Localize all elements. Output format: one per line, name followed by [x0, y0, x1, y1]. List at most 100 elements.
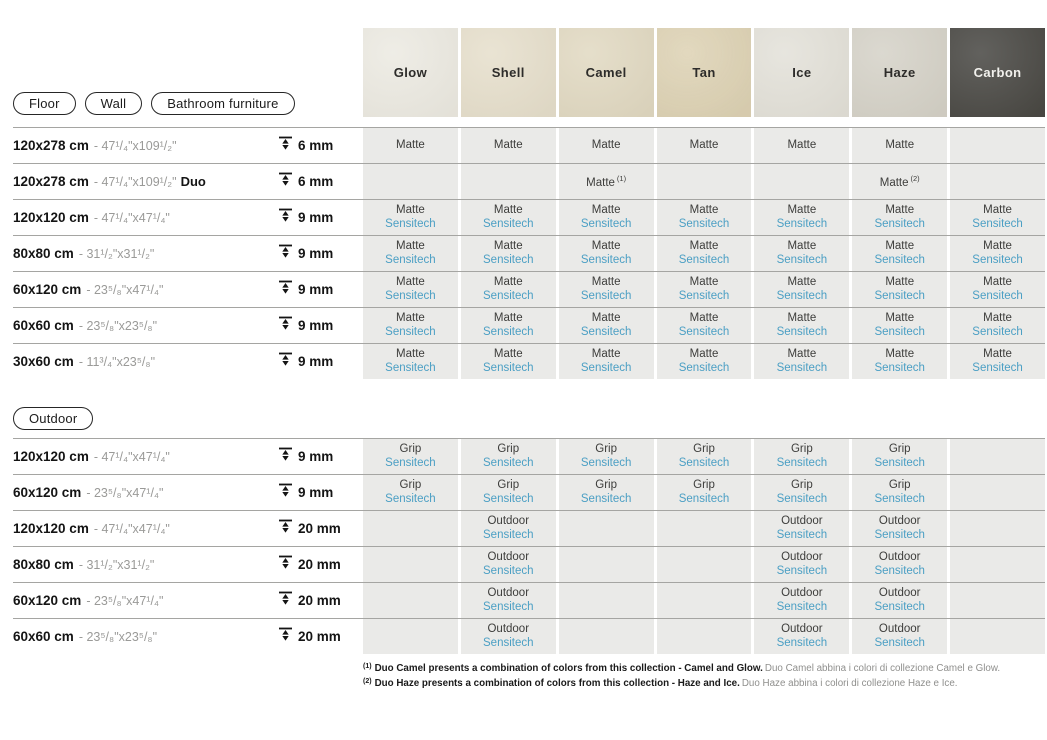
- sensitech-label: Sensitech: [678, 253, 730, 266]
- sensitech-label: Sensitech: [874, 528, 925, 541]
- sensitech-label: Sensitech: [385, 492, 436, 505]
- finish-name: Matte: [493, 204, 523, 216]
- finish-name: Matte: [689, 240, 719, 252]
- spec-cell-camel: Matte Sensitech: [558, 344, 654, 379]
- spec-cell-carbon: Matte Sensitech: [950, 200, 1045, 235]
- spec-cell-camel: [558, 511, 654, 546]
- spec-cell-tan: [656, 164, 752, 199]
- filter-outdoor-button[interactable]: Outdoor: [13, 407, 94, 430]
- thickness-caliper-icon: [278, 627, 293, 646]
- sensitech-label: Sensitech: [385, 361, 436, 374]
- size-label: 60x60 cm - 23⁵/₈"x23⁵/₈" 20 mm: [13, 619, 360, 654]
- spec-cell-camel: Grip Sensitech: [558, 475, 654, 510]
- thickness: 9 mm: [278, 475, 333, 510]
- spec-cell-camel: Matte: [558, 128, 654, 163]
- size-value: 80x80 cm: [13, 246, 74, 261]
- size-row: 120x278 cm - 47¹/₄"x109¹/₂" Duo 6 mm Matte (1…: [13, 163, 1045, 199]
- page: { "ui": { "accent_blue": "#4b9fc4", "cel…: [0, 28, 1047, 740]
- finish-name: Outdoor: [487, 623, 530, 635]
- sensitech-label: Sensitech: [874, 456, 925, 469]
- sensitech-label: Sensitech: [776, 289, 828, 302]
- spec-cell-ice: Matte Sensitech: [754, 308, 850, 343]
- finish-name: Outdoor: [781, 587, 823, 599]
- finish-name: Matte: [689, 348, 719, 360]
- finish-name: Matte: [396, 138, 425, 151]
- filter-bathroom-furniture-button[interactable]: Bathroom furniture: [151, 92, 295, 115]
- spec-cell-carbon: Matte Sensitech: [950, 344, 1045, 379]
- sensitech-label: Sensitech: [776, 253, 828, 266]
- thickness-caliper-icon: [278, 208, 293, 227]
- spec-cell-tan: [656, 619, 752, 654]
- filter-pill-group: Floor Wall Bathroom furniture: [13, 92, 295, 115]
- thickness-caliper-icon: [278, 519, 293, 538]
- size-inches: - 23⁵/₈"x47¹/₄": [86, 593, 164, 608]
- spec-cell-carbon: [950, 475, 1045, 510]
- spec-cell-haze: Matte (2): [852, 164, 948, 199]
- size-row: 80x80 cm - 31¹/₂"x31¹/₂" 9 mm Matte Sensitec…: [13, 235, 1045, 271]
- spec-cell-ice: Matte Sensitech: [754, 344, 850, 379]
- spec-cell-camel: Matte Sensitech: [558, 308, 654, 343]
- spec-cell-shell: Matte Sensitech: [460, 344, 556, 379]
- spec-cell-carbon: [950, 547, 1045, 582]
- color-swatch-carbon: Carbon: [950, 28, 1045, 117]
- size-value: 60x120 cm: [13, 593, 82, 608]
- thickness: 20 mm: [278, 547, 341, 582]
- thickness-caliper-icon: [278, 136, 293, 155]
- spec-cell-tan: [656, 583, 752, 618]
- thickness: 9 mm: [278, 272, 333, 307]
- size-label: 60x120 cm - 23⁵/₈"x47¹/₄" 9 mm: [13, 475, 360, 510]
- spec-cell-glow: Matte Sensitech: [363, 344, 458, 379]
- sensitech-label: Sensitech: [776, 217, 828, 230]
- finish-name: Matte (1): [586, 174, 627, 190]
- filter-floor-button[interactable]: Floor: [13, 92, 76, 115]
- spec-cell-shell: Outdoor Sensitech: [460, 511, 556, 546]
- spec-cell-tan: [656, 547, 752, 582]
- finish-name: Grip: [888, 443, 911, 455]
- size-value: 80x80 cm: [13, 557, 74, 572]
- size-value: 120x120 cm: [13, 449, 89, 464]
- spec-cell-tan: Grip Sensitech: [656, 475, 752, 510]
- finish-name: Matte: [591, 204, 621, 216]
- size-row: 60x120 cm - 23⁵/₈"x47¹/₄" 9 mm Matte Sensite…: [13, 271, 1045, 307]
- spec-cell-glow: [363, 619, 458, 654]
- spec-cell-glow: [363, 583, 458, 618]
- sensitech-label: Sensitech: [483, 528, 534, 541]
- finish-name: Matte: [396, 348, 425, 360]
- finish-name: Matte: [396, 240, 425, 252]
- sensitech-label: Sensitech: [483, 600, 534, 613]
- spec-cell-haze: Outdoor Sensitech: [852, 547, 948, 582]
- thickness-caliper-icon: [278, 447, 293, 466]
- sensitech-label: Sensitech: [776, 456, 828, 469]
- spec-cell-glow: Matte Sensitech: [363, 308, 458, 343]
- finish-name: Matte: [493, 312, 523, 324]
- finish-name: Outdoor: [878, 515, 921, 527]
- finish-name: Matte: [983, 312, 1012, 324]
- spec-cell-ice: Outdoor Sensitech: [754, 511, 850, 546]
- sensitech-label: Sensitech: [678, 361, 730, 374]
- color-swatch-ice: Ice: [754, 28, 850, 117]
- footnotes: (1) Duo Camel presents a combination of c…: [363, 662, 1045, 691]
- sensitech-label: Sensitech: [972, 361, 1023, 374]
- finish-name: Matte: [787, 204, 817, 216]
- size-row: 60x60 cm - 23⁵/₈"x23⁵/₈" 20 mm Outdoor Sensi…: [13, 618, 1045, 654]
- sensitech-label: Sensitech: [385, 253, 436, 266]
- finish-name: Matte: [591, 348, 621, 360]
- sensitech-label: Sensitech: [972, 325, 1023, 338]
- sensitech-label: Sensitech: [483, 361, 534, 374]
- spec-cell-camel: [558, 583, 654, 618]
- spec-cell-tan: Matte Sensitech: [656, 272, 752, 307]
- spec-cell-glow: Matte: [363, 128, 458, 163]
- finish-name: Matte: [591, 138, 621, 151]
- sensitech-label: Sensitech: [385, 325, 436, 338]
- sensitech-label: Sensitech: [776, 492, 828, 505]
- spec-cell-camel: Matte Sensitech: [558, 236, 654, 271]
- size-row: 60x120 cm - 23⁵/₈"x47¹/₄" 9 mm Grip Sensitec…: [13, 474, 1045, 510]
- thickness: 9 mm: [278, 344, 333, 379]
- finish-name: Grip: [595, 443, 617, 455]
- size-row: 120x278 cm - 47¹/₄"x109¹/₂" 6 mm Matte Matte…: [13, 127, 1045, 163]
- spec-cell-shell: Grip Sensitech: [460, 439, 556, 474]
- finish-name: Matte: [983, 204, 1012, 216]
- filter-wall-button[interactable]: Wall: [84, 92, 143, 115]
- sensitech-label: Sensitech: [874, 217, 925, 230]
- spec-cell-shell: Outdoor Sensitech: [460, 547, 556, 582]
